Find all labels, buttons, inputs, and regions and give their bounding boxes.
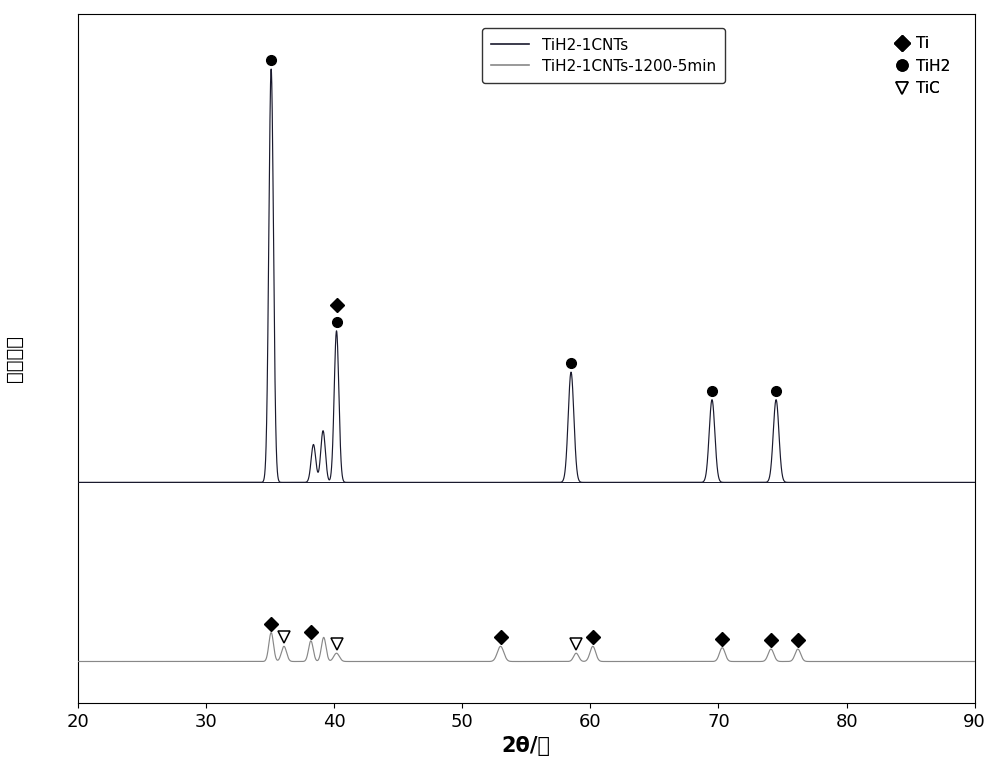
- X-axis label: 2θ/度: 2θ/度: [502, 736, 551, 756]
- Text: 相对强度: 相对强度: [5, 335, 24, 382]
- Legend: Ti, TiH2, TiC: Ti, TiH2, TiC: [887, 28, 958, 104]
